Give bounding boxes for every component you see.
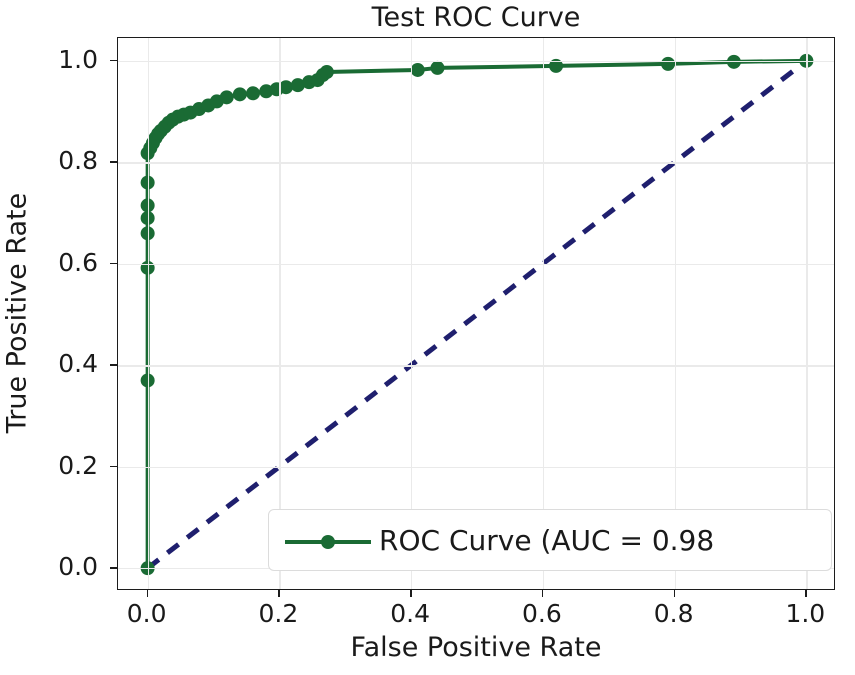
y-tick-label: 0.0 — [58, 552, 98, 582]
plot-area — [117, 37, 835, 590]
x-tick-mark — [410, 590, 412, 597]
plot-inner — [118, 38, 834, 589]
roc-data-point — [319, 64, 334, 79]
roc-data-point — [549, 58, 564, 73]
roc-data-point — [232, 87, 247, 102]
y-tick-mark — [110, 465, 117, 468]
gridline-vertical-1.0 — [806, 38, 808, 589]
gridline-horizontal-0.6 — [118, 263, 834, 266]
x-tick-label: 0.2 — [258, 599, 299, 628]
roc-data-point — [219, 90, 234, 105]
chance-diagonal-line — [146, 58, 808, 571]
gridline-vertical-0.0 — [147, 38, 149, 589]
chart-title: Test ROC Curve — [371, 2, 581, 33]
roc-data-point — [661, 56, 676, 71]
x-tick-mark — [146, 590, 149, 597]
x-tick-mark — [278, 590, 280, 597]
y-tick-mark — [110, 567, 117, 569]
x-axis-label: False Positive Rate — [350, 632, 602, 663]
x-tick-label: 0.6 — [521, 599, 562, 628]
y-tick-mark — [110, 364, 117, 366]
gridline-vertical-0.8 — [674, 38, 676, 589]
x-tick-label: 1.0 — [785, 599, 826, 628]
y-tick-label: 0.8 — [58, 146, 98, 176]
gridline-horizontal-1.0 — [118, 60, 834, 63]
y-tick-label: 0.2 — [58, 450, 98, 480]
roc-data-point — [278, 80, 293, 95]
chart-legend: ROC Curve (AUC = 0.98 — [268, 509, 832, 571]
x-tick-label: 0.4 — [390, 599, 430, 628]
y-tick-label: 0.6 — [58, 247, 98, 277]
roc-data-point — [430, 60, 445, 75]
roc-data-point — [410, 62, 425, 77]
gridline-vertical-0.2 — [279, 38, 281, 589]
x-tick-label: 0.0 — [126, 599, 167, 628]
roc-data-point — [246, 86, 261, 101]
roc-data-point — [259, 84, 274, 99]
y-tick-label: 0.4 — [58, 349, 98, 379]
gridline-vertical-0.4 — [411, 38, 413, 589]
y-tick-label: 1.0 — [58, 44, 98, 74]
gridline-vertical-0.6 — [542, 38, 545, 589]
gridline-horizontal-0.8 — [118, 162, 834, 164]
y-tick-mark — [110, 161, 117, 163]
y-tick-mark — [110, 59, 117, 62]
gridline-horizontal-0.4 — [118, 365, 834, 367]
x-tick-mark — [805, 590, 807, 597]
roc-curve-svg — [140, 53, 814, 576]
x-tick-mark — [541, 590, 544, 597]
y-tick-mark — [110, 262, 117, 265]
roc-data-point — [290, 78, 305, 93]
x-tick-label: 0.8 — [653, 599, 694, 628]
y-axis-label: True Positive Rate — [1, 192, 33, 434]
gridline-horizontal-0.2 — [118, 466, 834, 468]
x-tick-mark — [673, 590, 676, 597]
legend-entry-label: ROC Curve (AUC = 0.98 — [379, 524, 715, 557]
legend-line-sample — [285, 535, 371, 549]
